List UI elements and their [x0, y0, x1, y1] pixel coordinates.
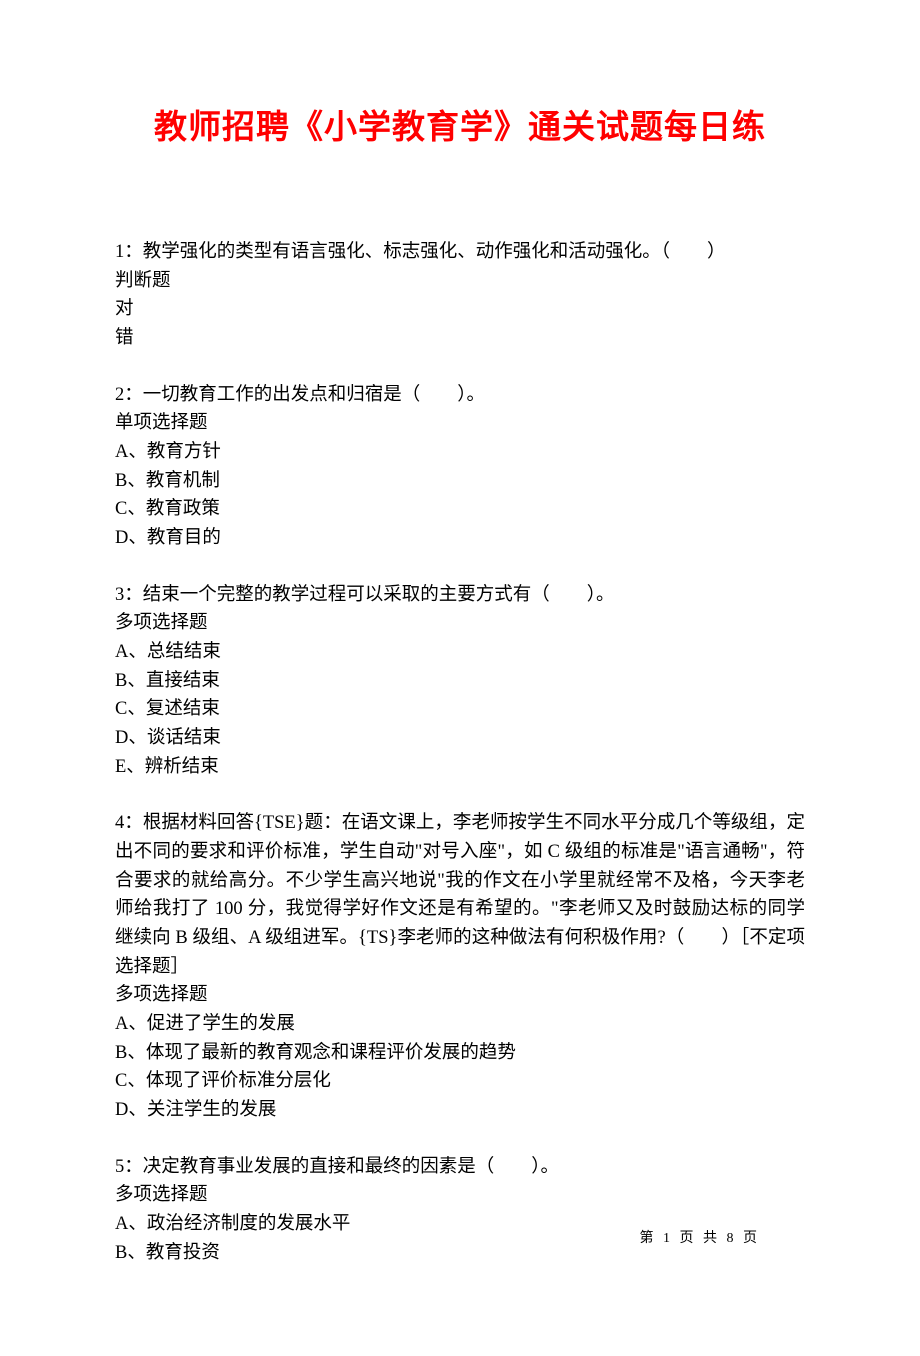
footer-mid: 页 共	[680, 1231, 721, 1246]
question-3: 3：结束一个完整的教学过程可以采取的主要方式有（ ）。 多项选择题 A、总结结束…	[115, 581, 805, 782]
question-option: D、关注学生的发展	[115, 1096, 805, 1125]
question-option: D、谈话结束	[115, 724, 805, 753]
question-option: C、教育政策	[115, 495, 805, 524]
question-option: B、直接结束	[115, 667, 805, 696]
question-option: A、促进了学生的发展	[115, 1010, 805, 1039]
question-option: 错	[115, 324, 805, 353]
question-4: 4：根据材料回答{TSE}题：在语文课上，李老师按学生不同水平分成几个等级组，定…	[115, 809, 805, 1124]
question-type: 多项选择题	[115, 609, 805, 638]
question-option: A、教育方针	[115, 438, 805, 467]
footer-current-page: 1	[663, 1231, 673, 1246]
question-type: 多项选择题	[115, 981, 805, 1010]
question-option: A、总结结束	[115, 638, 805, 667]
question-prompt: 5：决定教育事业发展的直接和最终的因素是（ ）。	[115, 1153, 805, 1182]
question-option: B、教育机制	[115, 467, 805, 496]
footer-total-pages: 8	[727, 1231, 737, 1246]
question-option: C、复述结束	[115, 695, 805, 724]
question-2: 2：一切教育工作的出发点和归宿是（ ）。 单项选择题 A、教育方针 B、教育机制…	[115, 381, 805, 553]
question-1: 1：教学强化的类型有语言强化、标志强化、动作强化和活动强化。（ ） 判断题 对 …	[115, 238, 805, 353]
question-option: E、辨析结束	[115, 753, 805, 782]
question-type: 判断题	[115, 267, 805, 296]
question-option: C、体现了评价标准分层化	[115, 1067, 805, 1096]
question-5: 5：决定教育事业发展的直接和最终的因素是（ ）。 多项选择题 A、政治经济制度的…	[115, 1153, 805, 1268]
question-type: 单项选择题	[115, 409, 805, 438]
question-prompt: 1：教学强化的类型有语言强化、标志强化、动作强化和活动强化。（ ）	[115, 238, 805, 267]
question-type: 多项选择题	[115, 1181, 805, 1210]
document-title: 教师招聘《小学教育学》通关试题每日练	[115, 100, 805, 148]
question-option: D、教育目的	[115, 524, 805, 553]
page-footer: 第 1 页 共 8 页	[640, 1227, 761, 1247]
question-prompt: 4：根据材料回答{TSE}题：在语文课上，李老师按学生不同水平分成几个等级组，定…	[115, 809, 805, 981]
document-page: 教师招聘《小学教育学》通关试题每日练 1：教学强化的类型有语言强化、标志强化、动…	[0, 0, 920, 1356]
footer-prefix: 第	[640, 1231, 657, 1246]
footer-suffix: 页	[743, 1231, 760, 1246]
question-prompt: 3：结束一个完整的教学过程可以采取的主要方式有（ ）。	[115, 581, 805, 610]
question-option: 对	[115, 295, 805, 324]
question-option: B、体现了最新的教育观念和课程评价发展的趋势	[115, 1039, 805, 1068]
question-prompt: 2：一切教育工作的出发点和归宿是（ ）。	[115, 381, 805, 410]
